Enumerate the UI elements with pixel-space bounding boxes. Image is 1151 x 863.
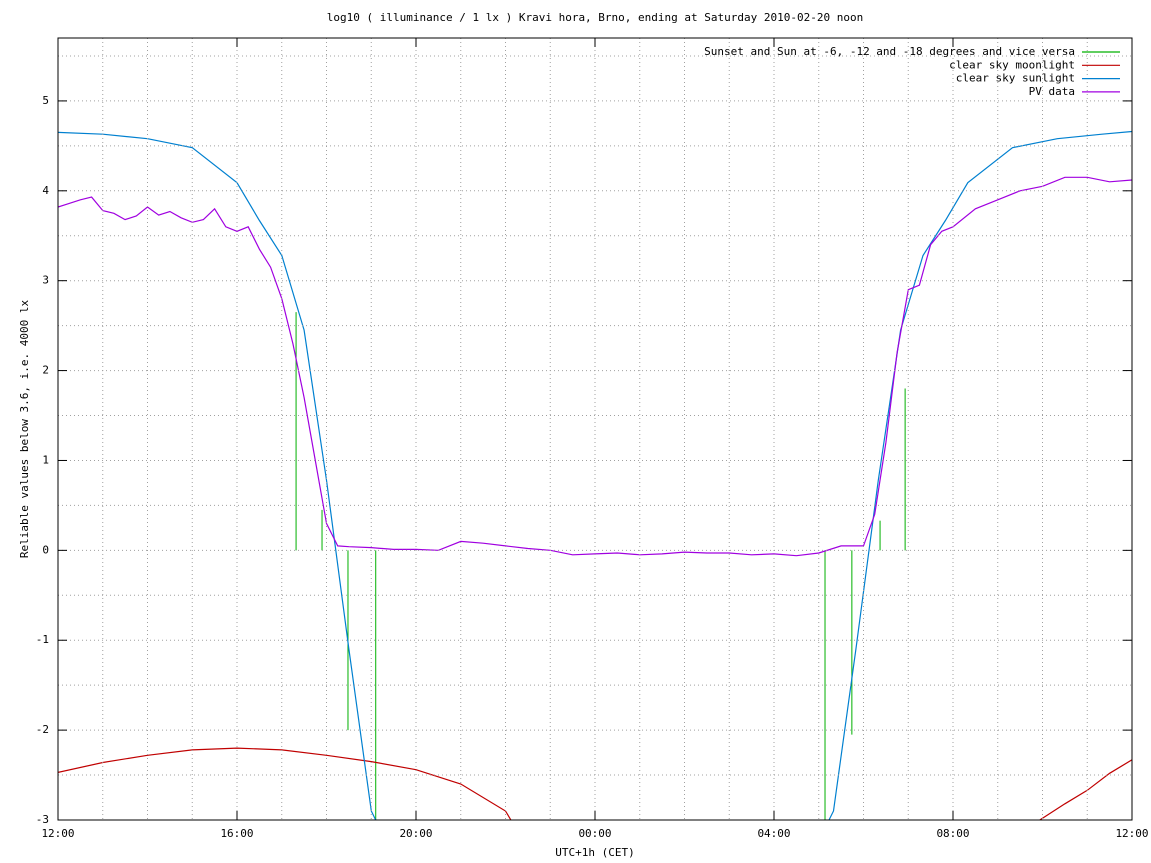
y-tick-label: -3 (36, 813, 49, 826)
y-tick-label: 4 (42, 184, 49, 197)
y-tick-label: 2 (42, 364, 49, 377)
x-axis-label: UTC+1h (CET) (555, 846, 634, 859)
x-tick-label: 20:00 (399, 827, 432, 840)
x-tick-label: 08:00 (936, 827, 969, 840)
series-line (828, 130, 1132, 820)
x-tick-label: 12:00 (1115, 827, 1148, 840)
series-line (1039, 759, 1132, 820)
legend-label: Sunset and Sun at -6, -12 and -18 degree… (704, 45, 1075, 58)
plot-area (58, 130, 1132, 820)
x-tick-label: 16:00 (220, 827, 253, 840)
y-axis-label: Reliable values below 3.6, i.e. 4000 lx (18, 299, 31, 558)
x-tick-label: 12:00 (41, 827, 74, 840)
x-tick-label: 00:00 (578, 827, 611, 840)
chart-title: log10 ( illuminance / 1 lx ) Kravi hora,… (327, 11, 863, 24)
y-tick-label: 1 (42, 453, 49, 466)
y-tick-label: -2 (36, 723, 49, 736)
x-tick-label: 04:00 (757, 827, 790, 840)
series-line (58, 131, 377, 820)
y-tick-label: 5 (42, 94, 49, 107)
plot-border (57, 37, 1133, 821)
y-tick-label: 0 (42, 543, 49, 556)
legend-label: clear sky sunlight (956, 72, 1075, 85)
legend-label: PV data (1029, 85, 1075, 98)
series-line (58, 176, 1132, 557)
y-tick-label: -1 (36, 633, 49, 646)
series-line (58, 747, 512, 820)
legend-label: clear sky moonlight (949, 58, 1075, 71)
y-tick-label: 3 (42, 274, 49, 287)
